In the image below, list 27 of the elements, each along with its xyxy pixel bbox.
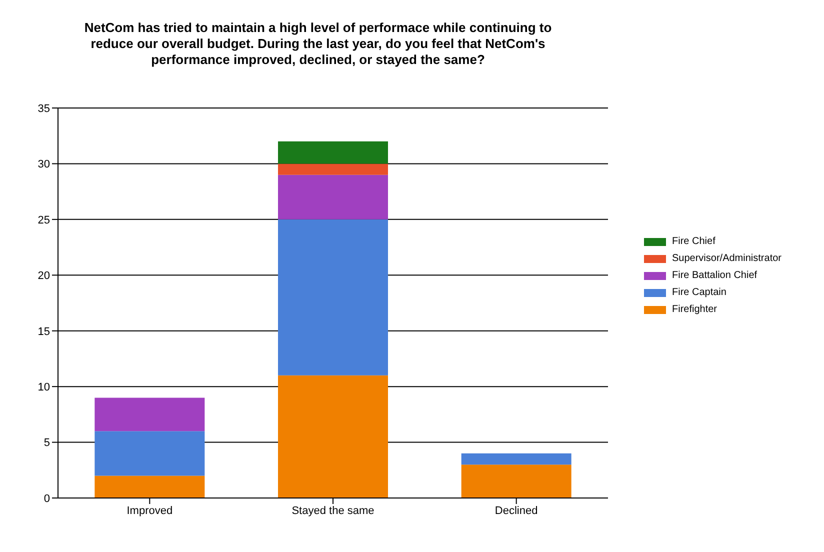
y-tick-label: 15 [38,326,50,338]
bar [278,219,388,376]
bar [461,453,572,465]
legend-label: Fire Chief [672,236,716,247]
y-tick-label: 25 [38,214,50,226]
x-tick-label: Declined [494,504,538,517]
y-tick-label: 0 [44,492,50,505]
bar [278,174,388,220]
y-tick-label: 5 [44,437,50,450]
bar [278,375,388,498]
legend-label: Firefighter [672,304,718,315]
chart-title: NetCom has tried to maintain a high level of performace while continuing to reduce our overall budget. During the last year, do you feel that NetCom's performance improved, declined, or stayed the same? [83,20,553,68]
bar [461,464,572,498]
legend-label: Fire Captain [672,287,726,298]
y-tick-label: 35 [38,102,50,115]
y-tick-label: 20 [38,270,50,282]
legend-label: Supervisor/Administrator [672,253,782,264]
y-tick-label: 10 [38,381,50,394]
bar [94,476,205,498]
x-tick-label: Stayed the same [292,504,374,517]
y-tick-label: 30 [38,158,50,171]
bar [278,141,388,164]
bar [278,164,388,175]
legend-label: Fire Battalion Chief [672,270,758,281]
bar [94,398,205,432]
bar [94,431,205,476]
x-tick-label: Improved [126,504,173,517]
